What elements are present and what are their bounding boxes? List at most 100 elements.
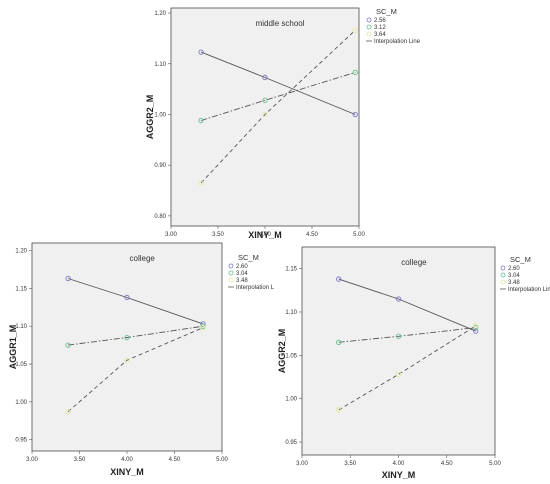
legend-entry: 3.04: [236, 271, 248, 277]
legend-entry: 3.12: [374, 25, 386, 31]
x-tick-label: 3.00: [165, 232, 177, 238]
legend-marker: [366, 17, 372, 23]
legend-entry: 3.48: [508, 280, 520, 286]
legend-line-label: Interpolation Line: [374, 39, 421, 45]
data-point-2.56: [262, 74, 268, 81]
plot-annotation: college: [401, 258, 427, 267]
x-tick-label: 3.00: [296, 461, 308, 467]
y-tick-label: 1.15: [285, 267, 297, 273]
data-point-3.04: [65, 342, 71, 348]
legend-marker: [500, 279, 506, 285]
data-point-3.48: [395, 371, 402, 378]
legend-marker: [366, 24, 372, 30]
data-point-2.60: [336, 276, 342, 282]
data-point-3.04: [395, 333, 402, 339]
y-tick-label: 1.00: [15, 400, 27, 406]
y-tick-label: 1.10: [15, 324, 27, 330]
x-tick-label: 4.00: [393, 461, 405, 467]
data-point-3.12: [262, 97, 268, 103]
data-point-3.64: [198, 180, 204, 186]
legend-marker: [228, 270, 234, 276]
series-line-3.64: [200, 29, 356, 184]
data-point-3.12: [352, 69, 358, 76]
legend-title: SC_M: [376, 7, 397, 16]
data-point-2.60: [65, 275, 71, 282]
legend-marker: [228, 277, 234, 283]
legend-marker: [366, 31, 372, 37]
data-point-3.12: [198, 117, 204, 124]
y-tick-label: 1.05: [285, 353, 297, 359]
y-tick-label: 0.90: [154, 163, 166, 169]
series-line-2.60: [338, 278, 476, 332]
x-tick-label: 4.50: [441, 461, 453, 467]
series-line-3.12: [200, 71, 356, 121]
series-line-3.48: [67, 327, 204, 413]
data-point-3.48: [124, 357, 130, 363]
data-point-2.60: [124, 294, 130, 301]
x-tick-label: 3.00: [26, 457, 38, 463]
legend-line-label: Interpolation Line: [508, 287, 550, 293]
data-point-3.04: [336, 339, 342, 345]
x-tick-label: 3.50: [74, 457, 86, 463]
x-tick-label: 3.50: [212, 232, 224, 238]
x-tick-label: 4.00: [121, 457, 133, 463]
data-point-3.64: [262, 111, 268, 118]
x-tick-label: 5.00: [353, 232, 365, 238]
x-axis-title: XINY_M: [110, 467, 144, 477]
data-point-3.48: [65, 409, 71, 415]
y-tick-label: 1.00: [154, 112, 166, 118]
x-tick-label: 4.00: [259, 232, 271, 238]
legend-title: SC_M: [510, 255, 531, 264]
series-line-3.04: [68, 325, 204, 346]
legend-marker: [500, 265, 506, 271]
x-axis-title: XINY_M: [248, 230, 282, 240]
plot-area: [31, 242, 223, 452]
y-tick-label: 1.00: [285, 397, 297, 403]
y-axis-title: AGGR2_M: [277, 329, 287, 374]
data-point-2.60: [200, 321, 206, 327]
legend-entry: 3.64: [374, 32, 386, 38]
chart-panel-3: 0.95 1.00 1.05 1.10 1.15 3.00 3.50 4.00 4.50 5.00…: [277, 246, 550, 480]
data-point-3.48: [200, 325, 206, 331]
data-point-3.48: [336, 407, 342, 413]
plot-annotation: college: [130, 254, 156, 263]
legend-entry: 2.60: [508, 266, 520, 272]
x-tick-label: 4.50: [169, 457, 181, 463]
data-point-2.56: [198, 49, 204, 55]
legend-entry: 3.48: [236, 278, 248, 284]
legend-marker: [228, 263, 234, 269]
y-tick-label: 1.20: [154, 11, 166, 17]
series-line-3.04: [338, 327, 476, 343]
y-tick-label: 1.10: [285, 310, 297, 316]
y-tick-label: 1.15: [15, 286, 27, 292]
y-tick-label: 1.05: [15, 362, 27, 368]
x-tick-label: 5.00: [216, 457, 228, 463]
y-tick-label: 1.10: [154, 62, 166, 68]
data-point-3.04: [200, 323, 206, 329]
series-line-2.60: [67, 278, 204, 325]
data-point-3.04: [124, 334, 130, 341]
series-line-3.48: [338, 325, 476, 411]
legend-title: SC_M: [238, 253, 259, 262]
data-point-3.48: [473, 323, 479, 329]
series-line-2.56: [200, 51, 356, 115]
plot-annotation: middle school: [256, 19, 305, 28]
y-tick-label: 0.95: [285, 440, 297, 446]
y-tick-label: 1.20: [15, 249, 27, 255]
legend-entry: 3.04: [508, 273, 520, 279]
y-tick-label: 0.95: [15, 438, 27, 444]
y-axis-title: AGGR2_M: [145, 95, 155, 140]
data-point-2.60: [395, 296, 402, 302]
x-tick-label: 5.00: [489, 461, 501, 467]
legend-entry: 2.60: [236, 264, 248, 270]
chart-panel-1: 0.80 0.90 1.00 1.10 1.20 3.00 3.50 4.00 4.50 5.00…: [145, 7, 421, 240]
plot-area: [301, 246, 496, 456]
legend-entry: 2.56: [374, 18, 386, 24]
chart-panel-2: 0.95 1.00 1.05 1.10 1.15 1.20 3.00 3.50 4.00 4.50…: [8, 242, 275, 477]
x-tick-label: 4.50: [306, 232, 318, 238]
data-point-2.60: [473, 328, 479, 334]
legend-line-label: Interpolation L: [236, 285, 275, 291]
data-point-2.56: [352, 111, 358, 118]
x-axis-title: XINY_M: [382, 470, 416, 480]
